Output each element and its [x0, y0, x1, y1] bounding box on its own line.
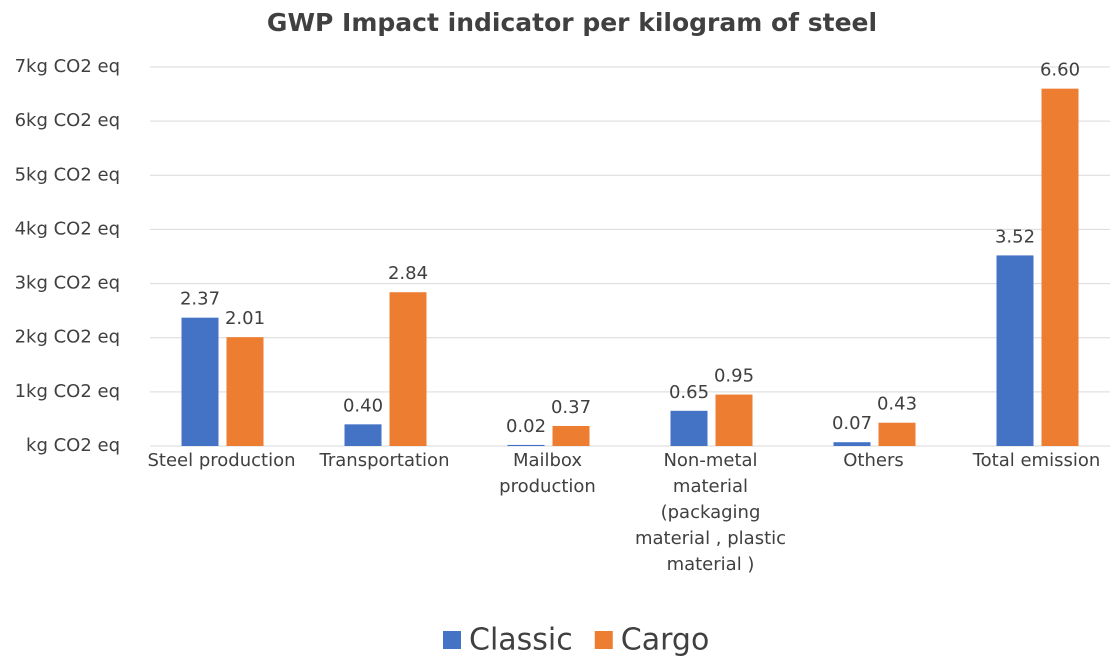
bar	[1041, 88, 1079, 447]
data-label: 0.37	[551, 397, 591, 418]
y-tick-label: 6kg CO2 eq	[15, 110, 120, 131]
data-label: 6.60	[1040, 60, 1080, 81]
x-tick-label: Transportation	[319, 450, 450, 471]
data-label: 0.07	[832, 413, 872, 434]
y-tick-label: 4kg CO2 eq	[15, 218, 120, 239]
bar	[833, 442, 871, 446]
chart-title: GWP Impact indicator per kilogram of ste…	[267, 8, 877, 37]
data-label: 0.40	[343, 395, 383, 416]
y-tick-label: 7kg CO2 eq	[15, 56, 120, 77]
bar	[226, 337, 264, 446]
x-tick-label: Non-metal material (packaging material ,…	[634, 450, 787, 575]
data-label: 2.84	[388, 263, 428, 284]
bar	[878, 422, 916, 446]
data-label: 3.52	[995, 226, 1035, 247]
legend-label: Classic	[469, 623, 573, 658]
y-tick-label: 2kg CO2 eq	[15, 327, 120, 348]
bar	[996, 255, 1034, 446]
y-tick-label: kg CO2 eq	[26, 435, 120, 456]
bar	[507, 444, 545, 446]
data-label: 0.02	[506, 416, 546, 437]
bar	[181, 317, 219, 446]
bar	[552, 425, 590, 446]
y-tick-label: 5kg CO2 eq	[15, 164, 120, 185]
data-label: 0.43	[877, 394, 917, 415]
y-tick-label: 3kg CO2 eq	[15, 273, 120, 294]
x-tick-label: Steel production	[147, 450, 296, 471]
data-label: 2.01	[225, 308, 265, 329]
legend-label: Cargo	[621, 623, 710, 658]
data-label: 2.37	[180, 289, 220, 310]
x-tick-label: Mailbox production	[499, 450, 596, 497]
y-tick-label: 1kg CO2 eq	[15, 381, 120, 402]
bar	[389, 292, 427, 446]
x-tick-label: Others	[843, 450, 904, 471]
legend-swatch	[594, 631, 613, 649]
x-tick-label: Total emission	[972, 450, 1101, 471]
data-label: 0.95	[714, 366, 754, 387]
data-label: 0.65	[669, 382, 709, 403]
legend-swatch	[443, 631, 461, 649]
bar	[344, 424, 382, 446]
bar	[670, 410, 708, 446]
bar	[715, 394, 753, 446]
